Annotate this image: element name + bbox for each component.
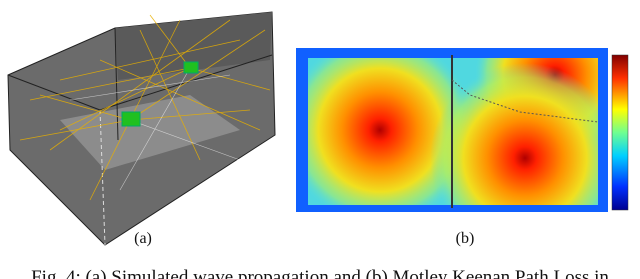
edge <box>7 74 101 111</box>
transmitter <box>183 61 199 74</box>
edge <box>99 109 106 246</box>
hotspot <box>430 63 598 205</box>
floor <box>60 95 240 170</box>
panel-a <box>7 11 276 246</box>
transmitter <box>121 111 141 127</box>
heatmap-clip <box>308 58 598 205</box>
rays-white <box>69 67 241 191</box>
edge <box>114 27 119 141</box>
subfigure-label: (a) <box>134 230 152 247</box>
subfigure-label: (b) <box>456 230 475 247</box>
colorbar <box>611 54 629 211</box>
rays <box>19 14 271 201</box>
wall <box>451 79 599 123</box>
caption: Fig. 4: (a) Simulated wave propagation a… <box>31 267 609 279</box>
panel-b <box>296 48 629 212</box>
